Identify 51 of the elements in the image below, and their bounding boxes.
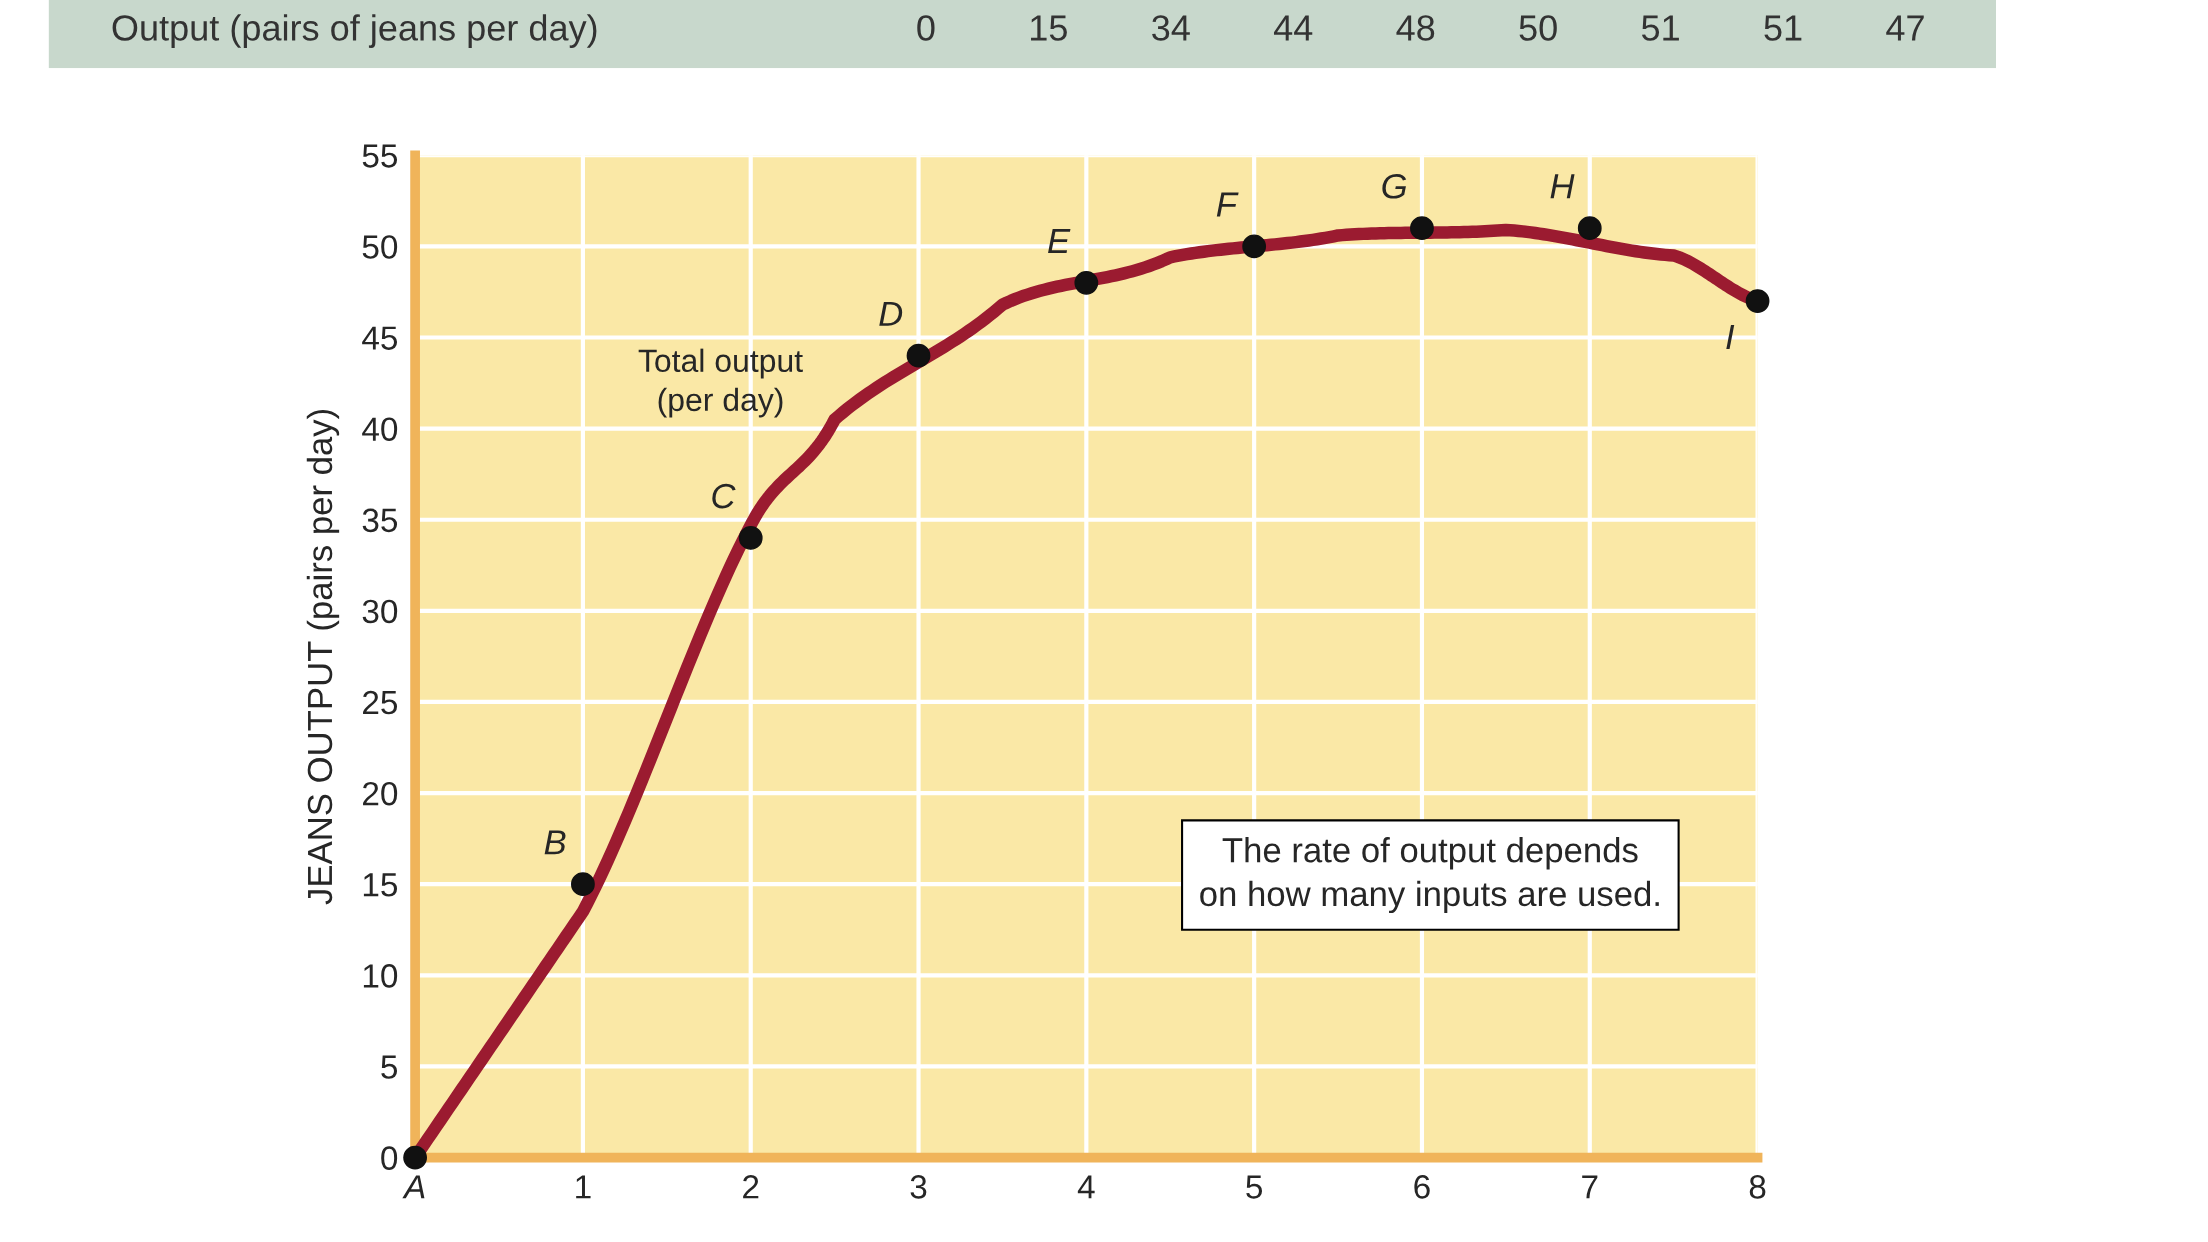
text: 48 [1396, 15, 1435, 41]
annotation: F [1216, 192, 1239, 217]
text: 47 [1886, 15, 1924, 41]
y-tick-label: 40 [362, 417, 398, 442]
text: 15 [1031, 15, 1067, 41]
annotation: D [879, 301, 903, 326]
x-tick-label: 3 [910, 1175, 927, 1199]
annotation: H [1550, 174, 1575, 199]
text: Output (pairs of jeans per day) [112, 14, 597, 48]
annotation: C [712, 483, 736, 509]
y-axis-title: JEANS OUTPUT (pairs per day) [306, 409, 340, 905]
x-tick-label: 8 [1749, 1175, 1766, 1199]
y-tick-label: 10 [363, 964, 398, 988]
point [1577, 216, 1602, 241]
y-tick-label: 55 [362, 144, 398, 168]
x-tick-label: 6 [1414, 1175, 1430, 1199]
y-tick-label: 15 [363, 873, 398, 897]
annotation: G [1382, 173, 1407, 199]
series-label: Total output (per day) [638, 348, 803, 418]
point [1242, 234, 1267, 259]
annotation: The rate of output depends on how many inputs are used. [1200, 837, 1659, 914]
text: 50 [1519, 15, 1557, 41]
point [1745, 289, 1770, 313]
text: 0 [917, 15, 935, 41]
annotation: E [1048, 229, 1071, 253]
x-tick-label: 1 [576, 1175, 591, 1199]
annotation: B [544, 830, 566, 855]
y-tick-label: 35 [362, 508, 398, 533]
x-tick-label: 7 [1582, 1175, 1598, 1199]
x-tick-label: A [402, 1175, 425, 1199]
y-tick-label: 45 [362, 326, 398, 350]
point [571, 872, 595, 897]
text: 51 [1641, 15, 1679, 41]
x-tick-label: 4 [1077, 1175, 1095, 1199]
y-tick-label: 0 [381, 1146, 398, 1170]
text: 44 [1273, 15, 1313, 41]
y-tick-label: 5 [381, 1055, 398, 1079]
y-tick-label: 25 [363, 690, 398, 715]
x-tick-label: 5 [1246, 1175, 1263, 1199]
y-tick-label: 20 [363, 781, 398, 806]
point [1410, 216, 1434, 241]
point [403, 1145, 427, 1170]
annotation: I [1726, 325, 1735, 349]
y-tick-label: 30 [362, 599, 398, 624]
text: 51 [1764, 15, 1802, 41]
y-tick-label: 50 [362, 235, 398, 259]
point [1074, 270, 1099, 295]
point [738, 526, 763, 550]
point [906, 343, 931, 368]
x-tick-label: 2 [743, 1175, 759, 1199]
text: 34 [1152, 15, 1190, 41]
